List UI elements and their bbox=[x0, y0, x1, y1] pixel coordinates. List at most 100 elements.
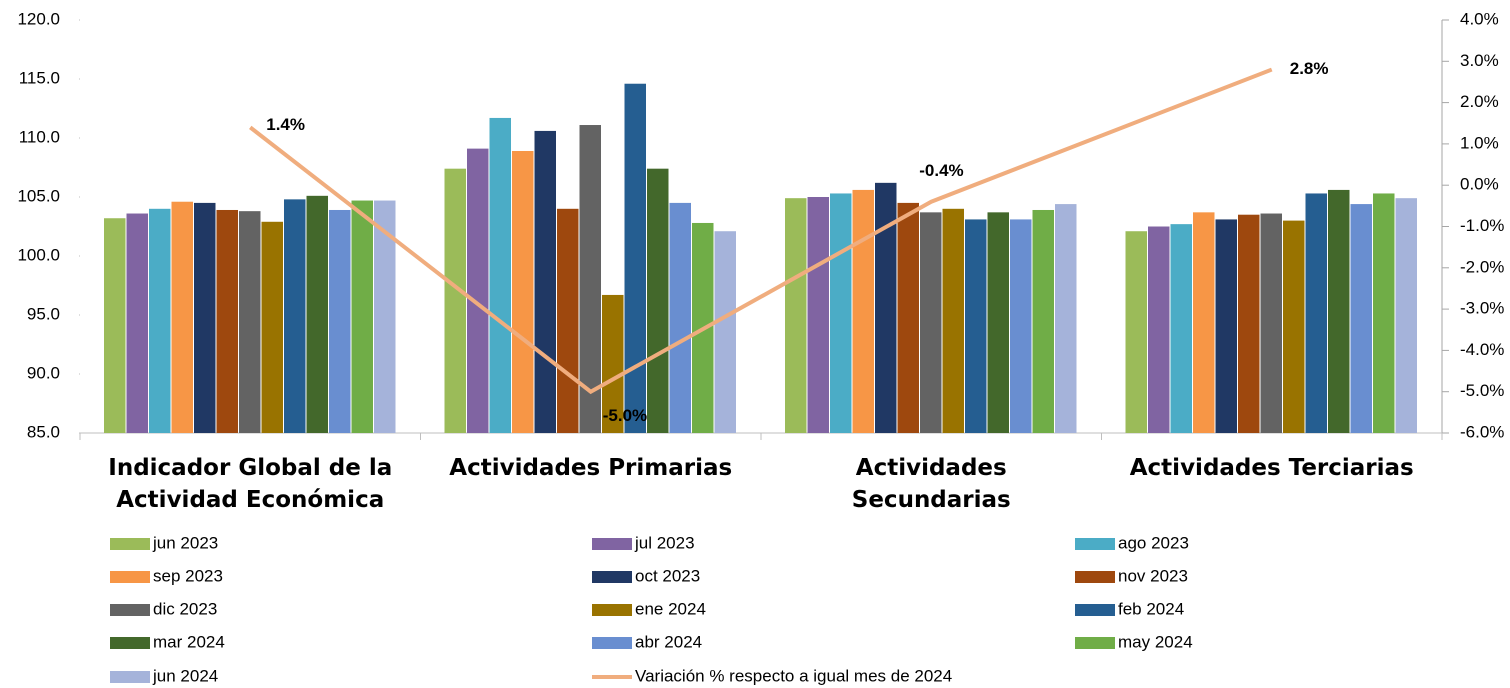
y2-tick-label: -3.0% bbox=[1460, 299, 1504, 318]
data-label: -5.0% bbox=[603, 406, 647, 425]
bar bbox=[1238, 214, 1260, 433]
legend-label: ene 2024 bbox=[635, 599, 706, 618]
bar bbox=[714, 231, 736, 433]
bar bbox=[669, 202, 691, 433]
x-tick-label: Actividades Primarias bbox=[449, 455, 733, 481]
legend-swatch bbox=[1075, 637, 1115, 649]
bar bbox=[1350, 204, 1372, 433]
y2-tick-label: -2.0% bbox=[1460, 257, 1504, 276]
legend-label: sep 2023 bbox=[153, 566, 223, 585]
y-tick-label: 90.0 bbox=[27, 363, 60, 382]
line bbox=[249, 67, 1273, 395]
y2-tick-label: 0.0% bbox=[1460, 175, 1499, 194]
data-label: -0.4% bbox=[919, 161, 963, 180]
bar bbox=[1010, 219, 1032, 433]
bar bbox=[149, 208, 171, 433]
legend-label: mar 2024 bbox=[153, 632, 225, 651]
x-tick-label: Actividades Terciarias bbox=[1129, 455, 1414, 481]
bar bbox=[351, 200, 373, 433]
legend-swatch bbox=[110, 538, 150, 550]
legend-swatch bbox=[110, 671, 150, 683]
bar bbox=[965, 219, 987, 433]
bar bbox=[444, 168, 466, 433]
bar bbox=[1215, 219, 1237, 433]
legend-label: feb 2024 bbox=[1118, 599, 1184, 618]
bar bbox=[261, 221, 283, 433]
legend-swatch bbox=[110, 637, 150, 649]
bar bbox=[239, 211, 261, 433]
bar bbox=[647, 168, 669, 433]
bar bbox=[987, 212, 1009, 433]
y-tick-label: 85.0 bbox=[27, 422, 60, 441]
legend-swatch bbox=[110, 571, 150, 583]
bar bbox=[1283, 220, 1305, 433]
bar bbox=[602, 294, 624, 433]
data-label: 1.4% bbox=[266, 115, 305, 134]
bar bbox=[1395, 198, 1417, 433]
legend-swatch bbox=[1075, 604, 1115, 616]
legend-swatch bbox=[592, 637, 632, 649]
y2-tick-label: -5.0% bbox=[1460, 381, 1504, 400]
bar bbox=[104, 218, 126, 433]
bar bbox=[306, 195, 328, 433]
bar bbox=[624, 83, 646, 433]
bar bbox=[579, 125, 601, 434]
y2-tick-label: 3.0% bbox=[1460, 51, 1499, 70]
bar bbox=[875, 182, 897, 433]
y2-tick-label: -6.0% bbox=[1460, 422, 1504, 441]
legend-swatch bbox=[1075, 571, 1115, 583]
legend-label: jul 2023 bbox=[634, 533, 695, 552]
bar bbox=[807, 197, 829, 433]
legend-swatch bbox=[110, 604, 150, 616]
bar bbox=[1032, 209, 1054, 433]
legend-swatch bbox=[1075, 538, 1115, 550]
legend-label: nov 2023 bbox=[1118, 566, 1188, 585]
bar bbox=[1305, 193, 1327, 433]
bar bbox=[1125, 231, 1147, 433]
y-tick-label: 95.0 bbox=[27, 304, 60, 323]
y2-tick-label: -1.0% bbox=[1460, 216, 1504, 235]
y-tick-label: 100.0 bbox=[17, 245, 60, 264]
legend-label: abr 2024 bbox=[635, 632, 702, 651]
y2-tick-label: 1.0% bbox=[1460, 133, 1499, 152]
y2-tick-label: 2.0% bbox=[1460, 92, 1499, 111]
bar bbox=[1170, 224, 1192, 433]
y2-tick-label: -4.0% bbox=[1460, 340, 1504, 359]
bar bbox=[830, 193, 852, 433]
bar bbox=[467, 148, 489, 433]
bar bbox=[1193, 212, 1215, 433]
x-tick-label: Indicador Global de la Actividad Económi… bbox=[108, 455, 393, 513]
bar bbox=[216, 209, 238, 433]
bar bbox=[785, 198, 807, 433]
bar bbox=[534, 130, 556, 434]
y-tick-label: 120.0 bbox=[17, 9, 60, 28]
legend-label: dic 2023 bbox=[153, 599, 217, 618]
legend-label: ago 2023 bbox=[1118, 533, 1189, 552]
bar bbox=[126, 213, 148, 433]
bar bbox=[1260, 213, 1282, 433]
bar bbox=[1328, 189, 1350, 433]
bar bbox=[489, 117, 511, 433]
legend-swatch bbox=[592, 538, 632, 550]
bar bbox=[284, 199, 306, 433]
bar bbox=[852, 189, 874, 433]
bar bbox=[1148, 226, 1170, 433]
legend-swatch bbox=[592, 571, 632, 583]
bar bbox=[512, 150, 534, 434]
y-tick-label: 110.0 bbox=[19, 127, 60, 146]
bar bbox=[942, 208, 964, 433]
y-tick-label: 105.0 bbox=[17, 186, 60, 205]
x-tick-label: Actividades Secundarias bbox=[851, 455, 1011, 513]
y-tick-label: 115.0 bbox=[19, 68, 60, 87]
y2-tick-label: 4.0% bbox=[1460, 9, 1499, 28]
bar bbox=[557, 208, 579, 433]
legend-label: oct 2023 bbox=[635, 566, 700, 585]
legend-swatch bbox=[592, 604, 632, 616]
bar bbox=[194, 202, 216, 433]
legend-label: jun 2024 bbox=[152, 666, 218, 685]
bar bbox=[171, 201, 193, 433]
bar bbox=[1373, 193, 1395, 433]
data-label: 2.8% bbox=[1290, 59, 1329, 78]
bar bbox=[1055, 204, 1077, 433]
